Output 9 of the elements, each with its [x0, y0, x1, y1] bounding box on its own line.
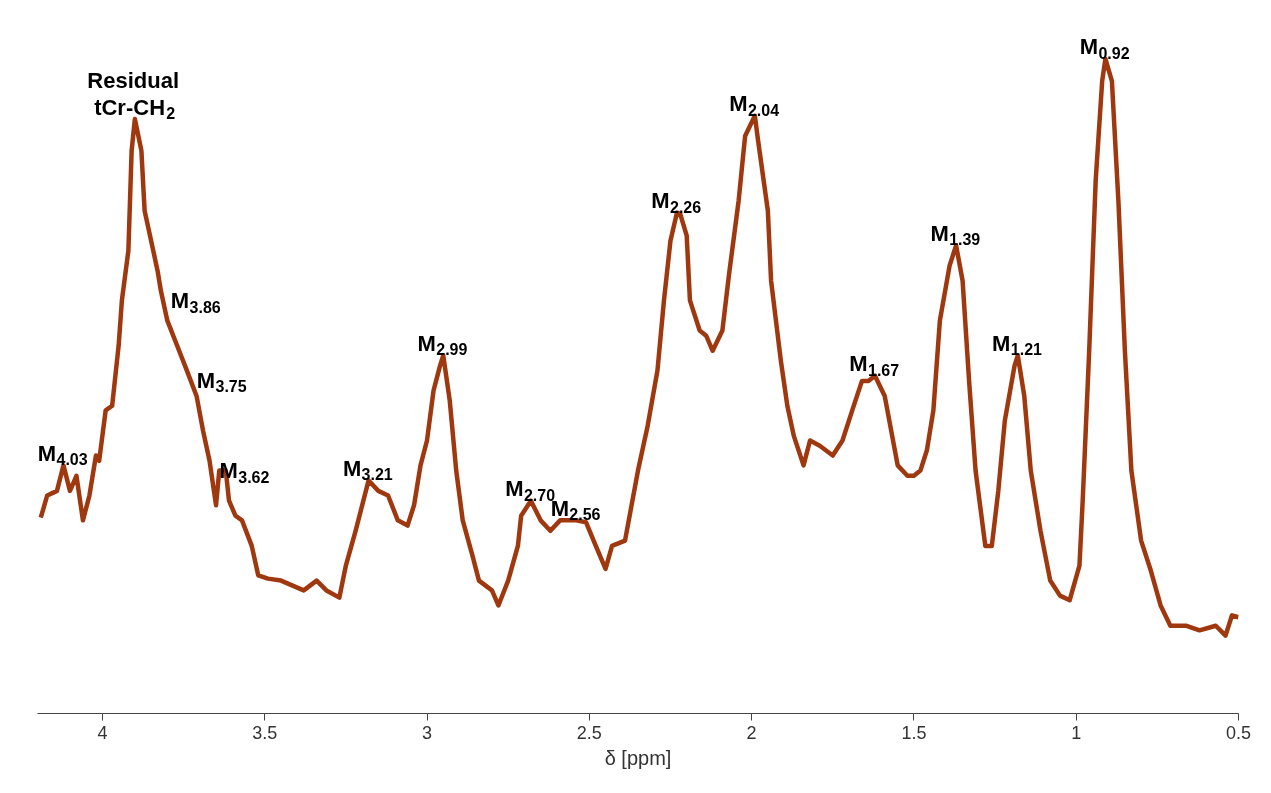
x-tick-label: 0.5 — [1225, 722, 1252, 743]
x-tick-label: 3.5 — [252, 722, 278, 743]
x-tick-label: 2.5 — [576, 722, 602, 743]
x-tick-label: 3 — [422, 722, 433, 743]
x-tick-label: 1.5 — [901, 722, 927, 743]
x-tick-label: 2 — [746, 722, 757, 743]
x-axis-title: δ [ppm] — [604, 746, 672, 769]
x-tick-label: 1 — [1071, 722, 1082, 743]
x-tick-label: 4 — [97, 722, 108, 743]
